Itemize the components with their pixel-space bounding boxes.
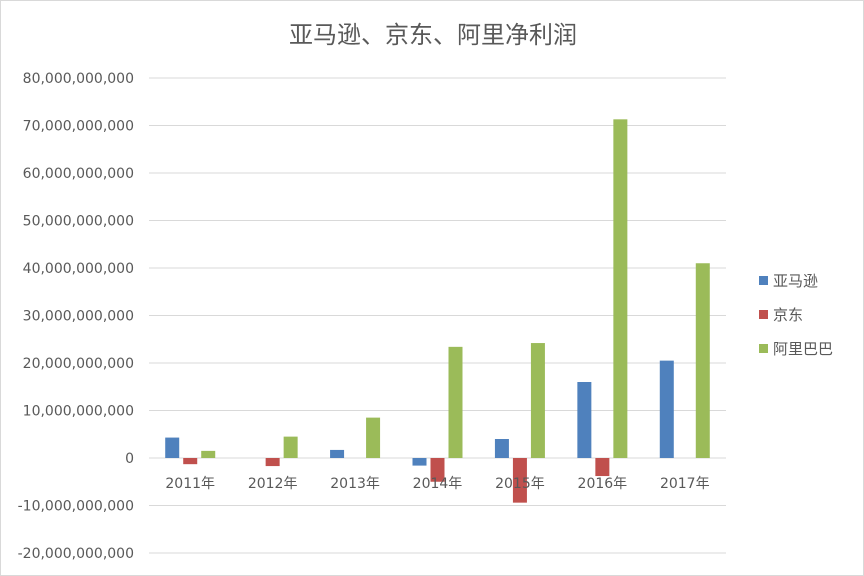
y-axis-labels: 80,000,000,000 70,000,000,000 60,000,000,0… <box>18 71 134 562</box>
y-tick-label: 30,000,000,000 <box>23 309 134 325</box>
legend-swatch <box>759 310 768 319</box>
bar <box>613 119 628 458</box>
y-tick-label: 70,000,000,000 <box>23 119 134 135</box>
x-tick-label: 2012年 <box>248 476 298 492</box>
x-tick-label: 2016年 <box>578 476 628 492</box>
bar <box>283 436 298 458</box>
bar <box>530 343 545 458</box>
legend-swatch <box>759 276 768 285</box>
bar <box>201 450 216 458</box>
bar <box>430 458 445 482</box>
bar <box>265 458 280 467</box>
bar <box>330 449 345 458</box>
bar <box>695 263 710 458</box>
y-tick-label: 50,000,000,000 <box>23 214 134 230</box>
x-axis-labels: 2011年 2012年 2013年 2014年 2015年 2016年 2017年 <box>165 476 709 492</box>
bar <box>412 458 427 466</box>
legend-label: 京东 <box>773 306 803 324</box>
x-tick-label: 2013年 <box>330 476 380 492</box>
y-tick-label: 0 <box>125 451 134 467</box>
y-tick-label: 10,000,000,000 <box>23 404 134 420</box>
x-tick-label: 2015年 <box>495 476 545 492</box>
bar <box>165 437 180 458</box>
y-tick-label: 20,000,000,000 <box>23 356 134 372</box>
y-tick-label: 60,000,000,000 <box>23 166 134 182</box>
x-tick-label: 2014年 <box>413 476 463 492</box>
bar <box>183 458 198 465</box>
x-tick-label: 2011年 <box>165 476 215 492</box>
y-tick-label: -20,000,000,000 <box>18 546 134 562</box>
x-tick-label: 2017年 <box>660 476 710 492</box>
bar <box>512 458 527 503</box>
bars <box>165 119 710 503</box>
bar <box>595 458 610 477</box>
legend-label: 亚马逊 <box>773 272 818 290</box>
chart-title: 亚马逊、京东、阿里净利润 <box>289 21 577 49</box>
y-tick-label: 40,000,000,000 <box>23 261 134 277</box>
y-tick-label: -10,000,000,000 <box>18 499 134 515</box>
bar <box>659 360 674 458</box>
bar <box>577 382 592 458</box>
bar <box>448 346 463 458</box>
y-tick-label: 80,000,000,000 <box>23 71 134 87</box>
legend-swatch <box>759 344 768 353</box>
bar <box>366 417 381 458</box>
bar <box>494 439 509 458</box>
legend-label: 阿里巴巴 <box>773 340 833 358</box>
